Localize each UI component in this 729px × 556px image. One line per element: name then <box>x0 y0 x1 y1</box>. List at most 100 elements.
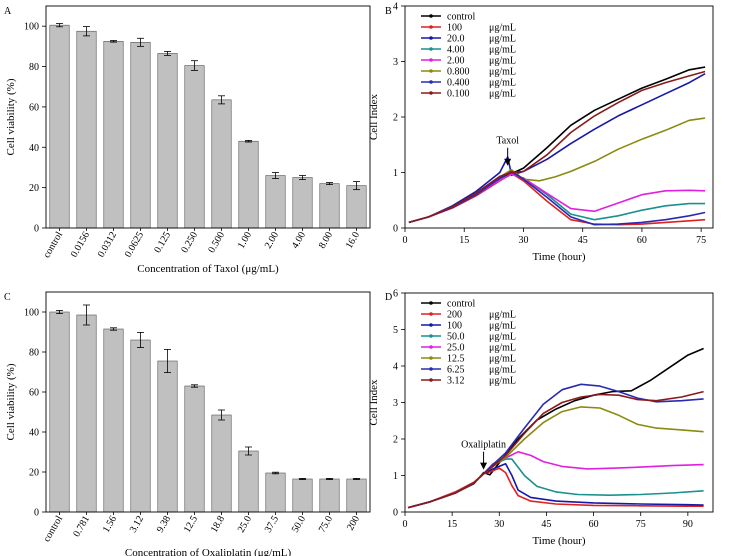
x-tick-label: 0.500 <box>206 230 227 255</box>
bar <box>265 175 286 229</box>
x-tick-label: 90 <box>683 519 693 530</box>
x-tick-label: 18.8 <box>209 514 227 535</box>
bar <box>103 328 124 513</box>
legend-unit: μg/mL <box>489 365 516 376</box>
series-line <box>407 390 704 509</box>
y-axis-label: Cell viability (%) <box>5 78 17 155</box>
y-tick-label: 100 <box>24 22 39 33</box>
y-tick-label: 1 <box>393 168 398 179</box>
bar <box>49 24 70 229</box>
x-tick-label: 45 <box>541 519 551 530</box>
y-tick-label: 6 <box>393 289 398 300</box>
legend-label: 200 <box>447 310 462 321</box>
legend-unit: μg/mL <box>489 343 516 354</box>
x-tick-label: control <box>41 230 65 260</box>
legend-marker <box>429 367 433 371</box>
bar <box>292 478 313 513</box>
series-line <box>408 173 706 224</box>
legend-unit: μg/mL <box>489 23 516 34</box>
bar <box>49 311 70 513</box>
x-tick-label: 0.0625 <box>123 230 146 259</box>
y-tick-label: 0 <box>34 224 39 235</box>
legend-label: 100 <box>447 321 462 332</box>
bar <box>184 385 205 513</box>
legend-label: control <box>447 299 476 310</box>
y-axis-label: Cell Index <box>368 379 380 426</box>
legend-label: 6.25 <box>447 365 465 376</box>
y-tick-label: 80 <box>29 348 39 359</box>
x-tick-label: 1.00 <box>236 230 254 251</box>
x-tick-label: 0.0156 <box>69 230 92 259</box>
x-tick-label: 30 <box>494 519 504 530</box>
annotation-label: Taxol <box>496 136 519 147</box>
series-line <box>408 70 706 224</box>
legend-label: 100 <box>447 23 462 34</box>
legend-label: 12.5 <box>447 354 465 365</box>
legend-unit: μg/mL <box>489 321 516 332</box>
legend-label: 3.12 <box>447 376 465 387</box>
legend-label: 0.800 <box>447 67 470 78</box>
x-tick-label: 75 <box>636 519 646 530</box>
legend-marker <box>429 334 433 338</box>
panel-label: D <box>385 292 392 303</box>
bar <box>292 177 313 229</box>
x-tick-label: 60 <box>637 235 647 246</box>
series-line <box>408 173 706 224</box>
legend-label: 50.0 <box>447 332 465 343</box>
bar <box>184 65 205 229</box>
legend-unit: μg/mL <box>489 34 516 45</box>
x-tick-label: 0.125 <box>152 230 173 255</box>
y-tick-label: 3 <box>393 398 398 409</box>
legend-marker <box>429 58 433 62</box>
bar <box>211 414 232 513</box>
bar <box>211 99 232 229</box>
bar <box>103 41 124 229</box>
legend-marker <box>429 80 433 84</box>
legend-marker <box>429 378 433 382</box>
legend-marker <box>429 36 433 40</box>
series-line <box>407 383 704 509</box>
legend-label: 2.00 <box>447 56 465 67</box>
plot-frame <box>404 5 714 229</box>
y-tick-label: 2 <box>393 113 398 124</box>
bar <box>157 360 178 513</box>
legend-unit: μg/mL <box>489 332 516 343</box>
x-axis-label: Concentration of Oxaliplatin (μg/mL) <box>125 547 292 556</box>
y-tick-label: 80 <box>29 62 39 73</box>
annotation-label: Oxaliplatin <box>461 440 506 451</box>
legend-label: 20.0 <box>447 34 465 45</box>
bar <box>346 478 367 513</box>
y-tick-label: 0 <box>393 508 398 519</box>
annotation-arrow-head <box>504 158 512 166</box>
x-axis-label: Concentration of Taxol (μg/mL) <box>137 263 279 275</box>
annotation-arrow-head <box>480 462 488 470</box>
x-tick-label: 75 <box>696 235 706 246</box>
y-tick-label: 40 <box>29 143 39 154</box>
legend-marker <box>429 312 433 316</box>
x-tick-label: 50.0 <box>290 514 308 535</box>
y-tick-label: 100 <box>24 308 39 319</box>
bar <box>346 185 367 229</box>
x-tick-label: control <box>41 514 65 544</box>
y-tick-label: 2 <box>393 435 398 446</box>
x-tick-label: 0.250 <box>179 230 200 255</box>
x-axis-label: Time (hour) <box>532 535 585 547</box>
bar <box>319 183 340 229</box>
legend-label: 0.400 <box>447 78 470 89</box>
x-tick-label: 15 <box>459 235 469 246</box>
legend-marker <box>429 47 433 51</box>
x-tick-label: 200 <box>345 514 362 532</box>
legend-unit: μg/mL <box>489 56 516 67</box>
y-tick-label: 20 <box>29 183 39 194</box>
legend-marker <box>429 323 433 327</box>
bar <box>238 140 259 229</box>
y-axis-label: Cell Index <box>368 93 380 140</box>
legend-unit: μg/mL <box>489 376 516 387</box>
y-tick-label: 40 <box>29 428 39 439</box>
x-tick-label: 9.38 <box>155 514 173 535</box>
legend-marker <box>429 69 433 73</box>
x-tick-label: 0.0312 <box>96 230 119 259</box>
